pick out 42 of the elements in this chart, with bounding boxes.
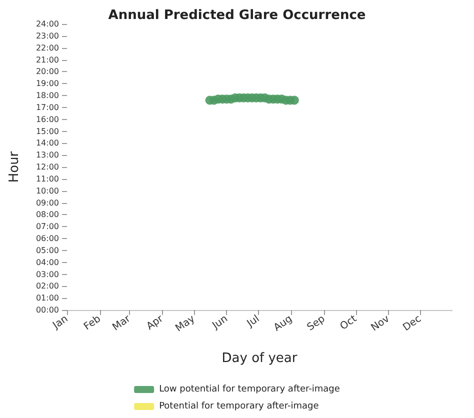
x-tick-label: May <box>174 313 198 334</box>
y-tick-label: 22:00 <box>36 43 59 52</box>
y-tick-label: 08:00 <box>36 210 59 220</box>
x-axis-title: Day of year <box>222 351 298 366</box>
y-tick-label: 15:00 <box>36 126 59 136</box>
y-tick-label: 21:00 <box>36 55 59 64</box>
y-tick-label: 14:00 <box>36 138 59 148</box>
y-tick-label: 01:00 <box>36 294 59 303</box>
y-tick-label: 19:00 <box>36 79 59 88</box>
x-tick-label: Dec <box>401 313 424 334</box>
y-tick-label: 09:00 <box>36 198 59 208</box>
y-tick-label: 07:00 <box>36 222 59 232</box>
y-axis-title: Hour <box>7 150 22 183</box>
y-tick-label: 12:00 <box>36 162 59 172</box>
y-tick-label: 24:00 <box>36 20 59 28</box>
chart-title: Annual Predicted Glare Occurrence <box>108 8 366 23</box>
y-tick-label: 17:00 <box>36 102 59 112</box>
y-tick-label: 04:00 <box>36 258 59 267</box>
x-tick-label: Aug <box>272 313 294 334</box>
x-tick-label: Mar <box>110 312 134 334</box>
y-tick-label: 16:00 <box>36 114 59 124</box>
y-tick-label: 02:00 <box>36 282 59 291</box>
y-tick-label: 13:00 <box>36 150 59 160</box>
legend-label: Potential for temporary after-image <box>159 402 320 412</box>
x-tick-label: Jan <box>50 313 70 332</box>
x-tick-label: Jun <box>210 313 230 332</box>
y-tick-label: 10:00 <box>36 186 59 196</box>
y-tick-label: 06:00 <box>36 234 59 243</box>
y-tick-label: 05:00 <box>36 246 59 255</box>
x-tick-label: Apr <box>144 312 166 332</box>
x-tick-label: Oct <box>338 313 359 332</box>
y-tick-label: 11:00 <box>36 174 59 184</box>
x-tick-label: Jul <box>244 313 262 330</box>
y-tick-label: 23:00 <box>36 31 59 40</box>
y-tick-label: 20:00 <box>36 67 59 76</box>
x-tick-label: Nov <box>369 313 392 334</box>
y-tick-label: 18:00 <box>36 91 59 100</box>
y-tick-label: 03:00 <box>36 270 59 279</box>
x-tick-label: Feb <box>82 313 103 333</box>
legend-label: Low potential for temporary after-image <box>159 384 340 394</box>
x-tick-label: Sep <box>305 313 328 334</box>
y-tick-label: 00:00 <box>36 306 59 314</box>
